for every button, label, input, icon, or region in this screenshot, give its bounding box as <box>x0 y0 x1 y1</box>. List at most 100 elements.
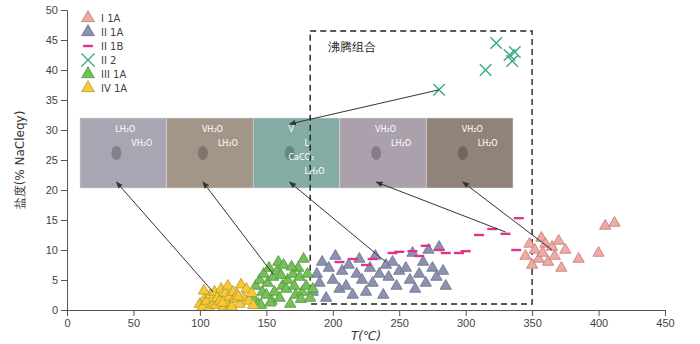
arrow <box>116 182 213 292</box>
tick-label: 35 <box>46 94 58 106</box>
point <box>348 258 358 260</box>
points <box>194 37 620 310</box>
point <box>480 64 491 75</box>
tick: 45 <box>46 34 67 46</box>
tick-mark <box>61 100 67 101</box>
tick: 350 <box>523 310 541 329</box>
point <box>474 234 484 236</box>
point <box>573 252 584 262</box>
point <box>553 234 564 244</box>
tick-mark <box>399 310 400 316</box>
point <box>434 249 444 251</box>
point <box>327 273 338 283</box>
point <box>314 276 325 286</box>
micrograph <box>426 118 513 188</box>
tick-mark <box>61 10 67 11</box>
tick: 400 <box>590 310 608 329</box>
point <box>378 288 389 298</box>
tick-mark <box>61 250 67 251</box>
tick-label: 50 <box>128 317 140 329</box>
point <box>556 261 567 271</box>
point <box>394 251 404 253</box>
legend-label: III 1A <box>101 69 126 80</box>
legend-entry: II 1B <box>83 41 123 52</box>
tick-mark <box>61 160 67 161</box>
photo-label: VH₂O <box>462 125 483 134</box>
point <box>609 216 620 226</box>
point <box>302 267 313 277</box>
point <box>514 217 524 219</box>
series <box>247 252 318 308</box>
tick-mark <box>61 310 67 311</box>
arrows <box>116 90 552 292</box>
tick: 250 <box>391 310 409 329</box>
box-label: 沸腾组合 <box>328 40 376 54</box>
tick: 0 <box>52 304 67 316</box>
point <box>317 255 328 265</box>
legend-label: II 2 <box>101 55 116 66</box>
legend-symbol <box>83 45 93 47</box>
tick-label: 300 <box>457 317 475 329</box>
tick: 25 <box>46 154 67 166</box>
tick-mark <box>61 130 67 131</box>
tick-label: 150 <box>258 317 276 329</box>
legend-entry: II 2 <box>82 54 117 67</box>
arrow <box>290 90 440 124</box>
point <box>537 246 548 256</box>
point <box>361 264 371 266</box>
series <box>307 240 451 301</box>
micrograph <box>167 118 254 188</box>
legend-entry: II 1A <box>82 25 124 38</box>
inclusion <box>371 146 381 160</box>
legend-symbol <box>82 54 95 67</box>
arrow <box>376 182 505 232</box>
point <box>420 276 431 286</box>
point <box>441 252 451 254</box>
series <box>520 216 620 271</box>
point <box>295 293 306 303</box>
legend-label: II 1B <box>101 41 123 52</box>
photo-label: LH₂O <box>391 139 411 148</box>
point <box>560 243 571 253</box>
tick-mark <box>133 310 134 316</box>
tick-label: 45 <box>46 34 58 46</box>
tick: 20 <box>46 184 67 196</box>
tick: 450 <box>656 310 674 329</box>
tick: 200 <box>324 310 342 329</box>
tick: 30 <box>46 124 67 136</box>
point <box>330 249 341 259</box>
legend: I 1AII 1AII 1BII 2III 1AIV 1A <box>82 11 128 94</box>
tick: 50 <box>46 4 67 16</box>
point <box>421 245 431 247</box>
photo-label: LH₂O <box>305 167 325 176</box>
legend-symbol <box>82 11 95 22</box>
tick-mark <box>61 280 67 281</box>
point <box>347 288 358 298</box>
tick-label: 20 <box>46 184 58 196</box>
tick-label: 250 <box>391 317 409 329</box>
point <box>501 233 511 235</box>
inclusion <box>198 146 208 160</box>
photo-label: VH₂O <box>131 139 152 148</box>
tick: 100 <box>191 310 209 329</box>
y-axis-title: 盐度(% NaCleqy) <box>13 111 27 210</box>
tick-label: 350 <box>523 317 541 329</box>
point <box>226 300 237 310</box>
point <box>360 285 371 295</box>
micrograph <box>340 118 427 188</box>
x-axis-title: T(℃) <box>351 329 381 343</box>
point <box>285 297 296 307</box>
point <box>408 250 418 252</box>
inclusion <box>458 146 468 160</box>
tick: 10 <box>46 244 67 256</box>
tick-mark <box>599 310 600 316</box>
photo-label: V <box>289 125 295 134</box>
point <box>506 55 517 66</box>
plot-area: 0501001502002503003504004500510152025303… <box>46 4 675 329</box>
legend-entry: I 1A <box>82 11 121 24</box>
axis-line <box>67 11 68 311</box>
point <box>356 273 367 283</box>
tick-mark <box>665 310 666 316</box>
point <box>364 261 375 271</box>
tick-mark <box>466 310 467 316</box>
